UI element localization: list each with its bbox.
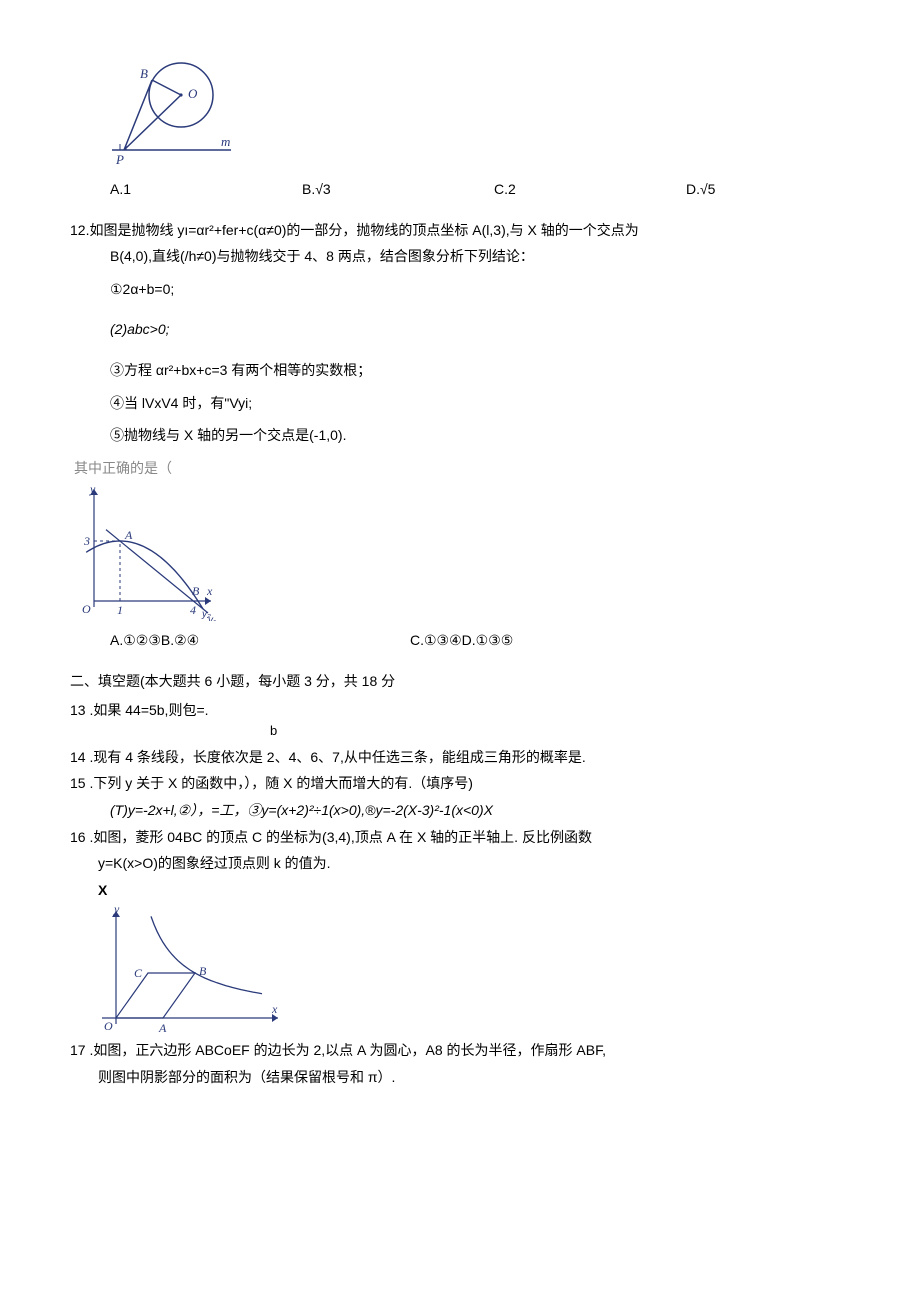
q12-c4: ④当 lVxV4 时，有"Vyi; (110, 390, 850, 417)
q12-c5: ⑤抛物线与 X 轴的另一个交点是(-1,0). (110, 422, 850, 449)
q12-opt-c: C.①③④ (410, 632, 462, 648)
q12-options: A.①②③B.②④ C.①③④D.①③⑤ (110, 627, 850, 654)
q16-figure: O A B Cy x (98, 903, 850, 1033)
q15-stem: 15 .下列 y 关于 X 的函数中，），随 X 的增大而增大的有.（填序号) (70, 770, 850, 797)
q11-opt-c: C.2 (494, 176, 686, 203)
svg-text:O: O (104, 1019, 113, 1033)
svg-text:C: C (134, 966, 143, 980)
svg-text:B: B (140, 66, 148, 81)
section2-title: 二、填空题(本大题共 6 小题，每小题 3 分，共 18 分 (70, 668, 850, 695)
q16-body: y=K(x>O)的图象经过顶点则 k 的值为. (98, 850, 850, 877)
q12-opt-a: A.①②③ (110, 632, 161, 648)
q12-c1: ①2α+b=0; (110, 276, 850, 303)
q12-stem-2: B(4,0),直线(/h≠0)与抛物线交于 4、8 两点，结合图象分析下列结论： (110, 243, 850, 270)
svg-text:x: x (271, 1002, 278, 1016)
q12-c2: (2)abc>0; (110, 316, 850, 343)
q12-opt-d: D.①③⑤ (462, 632, 514, 648)
q11-opt-d: D.√5 (686, 176, 878, 203)
q12-prompt: 其中正确的是（ (74, 455, 850, 482)
q16-stem: 16 .如图，菱形 04BC 的顶点 C 的坐标为(3,4),顶点 A 在 X … (70, 824, 850, 851)
q11-opt-b: B.√3 (302, 176, 494, 203)
q14: 14 .现有 4 条线段，长度依次是 2、4、6、7,从中任选三条，能组成三角形… (70, 744, 850, 771)
q11-figure: O B Pm (106, 50, 850, 170)
svg-text:4: 4 (190, 603, 196, 617)
q11-opt-a: A.1 (110, 176, 302, 203)
q13-frac: b (270, 719, 850, 744)
svg-text:P: P (115, 152, 124, 167)
q15-body: (T)y=-2x+l,②），=工，③y=(x+2)²÷1(x>0),®y=-2(… (110, 797, 850, 824)
q17-stem: 17 .如图，正六边形 ABCoEF 的边长为 2,以点 A 为圆心，A8 的长… (70, 1037, 850, 1064)
svg-text:m: m (221, 134, 230, 149)
svg-text:A: A (124, 528, 133, 542)
q16-x: X (98, 877, 850, 904)
svg-text:y: y (89, 482, 96, 496)
q12-opt-b: B.②④ (161, 632, 199, 648)
q12-stem-1: 12.如图是抛物线 yı=αr²+fer+c(α≠0)的一部分，抛物线的顶点坐标… (70, 217, 850, 244)
svg-text:y₁: y₁ (207, 615, 216, 621)
svg-text:x: x (206, 584, 213, 598)
q12-c3: ③方程 αr²+bx+c=3 有两个相等的实数根； (110, 357, 850, 384)
svg-text:O: O (82, 602, 91, 616)
q11-options: A.1 B.√3 C.2 D.√5 (110, 176, 850, 203)
svg-text:3: 3 (83, 534, 90, 548)
svg-text:B: B (199, 964, 207, 978)
svg-text:A: A (158, 1021, 167, 1033)
svg-text:1: 1 (117, 603, 123, 617)
q17-body: 则图中阴影部分的面积为（结果保留根号和 π）. (98, 1064, 850, 1091)
svg-text:O: O (188, 86, 198, 101)
svg-text:y: y (113, 903, 120, 916)
q12-figure: O314AByxy₂y₁ (76, 481, 850, 621)
svg-text:B: B (192, 584, 200, 598)
